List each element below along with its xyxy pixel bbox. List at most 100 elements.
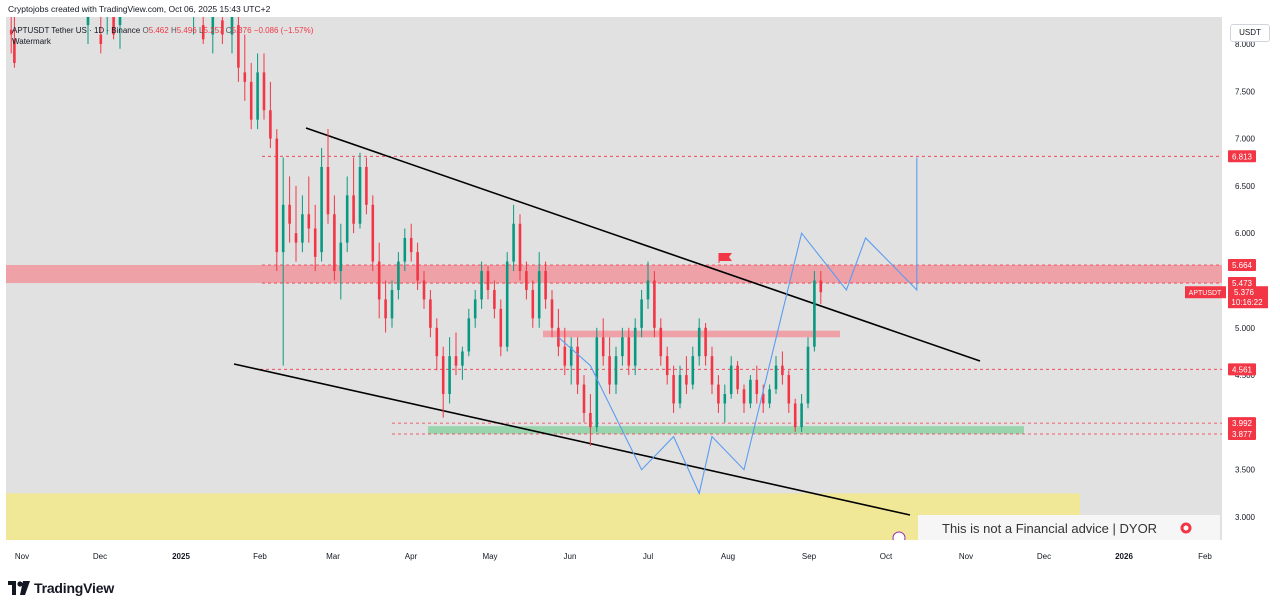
price-label-text: 5.473 <box>1232 279 1253 288</box>
y-tick-label: 7.500 <box>1235 87 1256 96</box>
candle-body <box>467 318 471 352</box>
candle-body <box>416 252 419 281</box>
footer: TradingView <box>0 568 1280 610</box>
open-label: O <box>142 26 149 35</box>
watermark-label: Watermark <box>12 37 51 46</box>
candle-body <box>710 356 714 385</box>
candle-body <box>294 233 298 243</box>
symbol-details: Tether US · 1D · Binance <box>51 26 141 35</box>
y-tick-label: 3.500 <box>1235 466 1256 475</box>
candle-body <box>569 346 573 366</box>
candle-body <box>582 384 586 413</box>
price-label-text: 3.877 <box>1232 430 1253 439</box>
candle-body <box>221 20 224 35</box>
tradingview-logo[interactable]: TradingView <box>8 580 114 596</box>
candle-body <box>301 214 304 243</box>
candle-body <box>326 166 330 215</box>
candle-body <box>768 389 771 404</box>
candle-body <box>454 356 458 366</box>
x-tick-label: 2025 <box>172 552 190 561</box>
candle-body <box>230 17 234 35</box>
chart-area[interactable]: This is not a Financial advice | DYOR 8.… <box>0 17 1280 568</box>
candle-body <box>691 356 695 385</box>
candle-body <box>685 375 688 385</box>
last-price-countdown: 10:16:22 <box>1231 298 1263 307</box>
candle-body <box>717 384 720 404</box>
x-tick-label: Apr <box>405 552 418 561</box>
candle-body <box>499 308 503 347</box>
candle-body <box>262 72 266 111</box>
x-tick-label: Oct <box>880 552 893 561</box>
candle-body <box>461 351 464 366</box>
candle-body <box>409 237 413 253</box>
y-tick-label: 4.500 <box>1235 371 1256 380</box>
candle-body <box>243 72 247 82</box>
candle-body <box>473 299 477 319</box>
time-axis <box>0 540 1222 568</box>
candle-body <box>275 138 279 253</box>
flag-icon <box>719 253 732 261</box>
candle-body <box>640 299 643 328</box>
disclaimer-text: This is not a Financial advice | DYOR <box>942 521 1157 536</box>
candle-body <box>525 271 528 290</box>
candle-body <box>800 403 803 428</box>
last-price-value: 5.376 <box>1234 288 1255 297</box>
price-label-box <box>1228 277 1256 290</box>
symbol-legend: APTUSDT Tether US · 1D · Binance O5.462 … <box>12 25 313 47</box>
candle-body <box>86 17 90 26</box>
y-tick-label: 8.000 <box>1235 40 1256 49</box>
candle-body <box>761 394 765 404</box>
candle-body <box>729 365 733 395</box>
currency-button[interactable]: USDT <box>1230 24 1270 42</box>
price-label-box <box>1228 150 1256 163</box>
candle-body <box>377 261 381 300</box>
candle-body <box>787 375 791 404</box>
candle-body <box>429 299 432 328</box>
x-tick-label: Jun <box>564 552 577 561</box>
candle-body <box>518 223 522 272</box>
low-value: 5.257 <box>203 26 224 35</box>
candle-body <box>493 289 496 309</box>
x-tick-label: Dec <box>93 552 107 561</box>
candle-body <box>486 271 490 290</box>
disclaimer-box <box>918 515 1220 540</box>
last-price-box <box>1228 286 1268 309</box>
candle-body <box>249 81 253 120</box>
candle-body <box>201 25 205 40</box>
close-label: C <box>225 26 232 35</box>
candle-body <box>704 327 707 357</box>
candle-body <box>269 110 272 139</box>
low-label: L <box>199 26 204 35</box>
x-tick-label: Jul <box>643 552 653 561</box>
candle-body <box>448 356 451 395</box>
candle-body <box>384 299 387 319</box>
y-tick-label: 6.500 <box>1235 182 1256 191</box>
candle-body <box>333 214 336 272</box>
candle-body <box>755 379 759 395</box>
candle-body <box>627 337 631 366</box>
price-chart[interactable]: This is not a Financial advice | DYOR 8.… <box>0 17 1280 568</box>
tradingview-logo-icon <box>8 581 30 595</box>
candle-body <box>646 280 650 300</box>
candle-body <box>678 375 682 404</box>
candle-body <box>595 337 599 428</box>
x-tick-label: May <box>482 552 497 561</box>
candle-body <box>358 166 362 224</box>
candle-body <box>480 271 483 300</box>
candle-body <box>112 17 115 35</box>
candle-body <box>339 242 343 272</box>
lower-trendline <box>233 363 911 516</box>
candle-body <box>307 214 311 229</box>
candle-body <box>237 25 240 68</box>
resistance-zone <box>6 264 1222 284</box>
candle-body <box>256 72 259 120</box>
candle-body <box>793 403 797 428</box>
candle-body <box>99 34 103 44</box>
x-tick-label: Aug <box>721 552 735 561</box>
price-label-text: 3.992 <box>1232 419 1253 428</box>
x-tick-label: Feb <box>1198 552 1212 561</box>
candle-body <box>435 327 439 357</box>
candle-body <box>441 356 445 395</box>
price-label-box <box>1228 417 1256 430</box>
candle-body <box>352 195 355 224</box>
